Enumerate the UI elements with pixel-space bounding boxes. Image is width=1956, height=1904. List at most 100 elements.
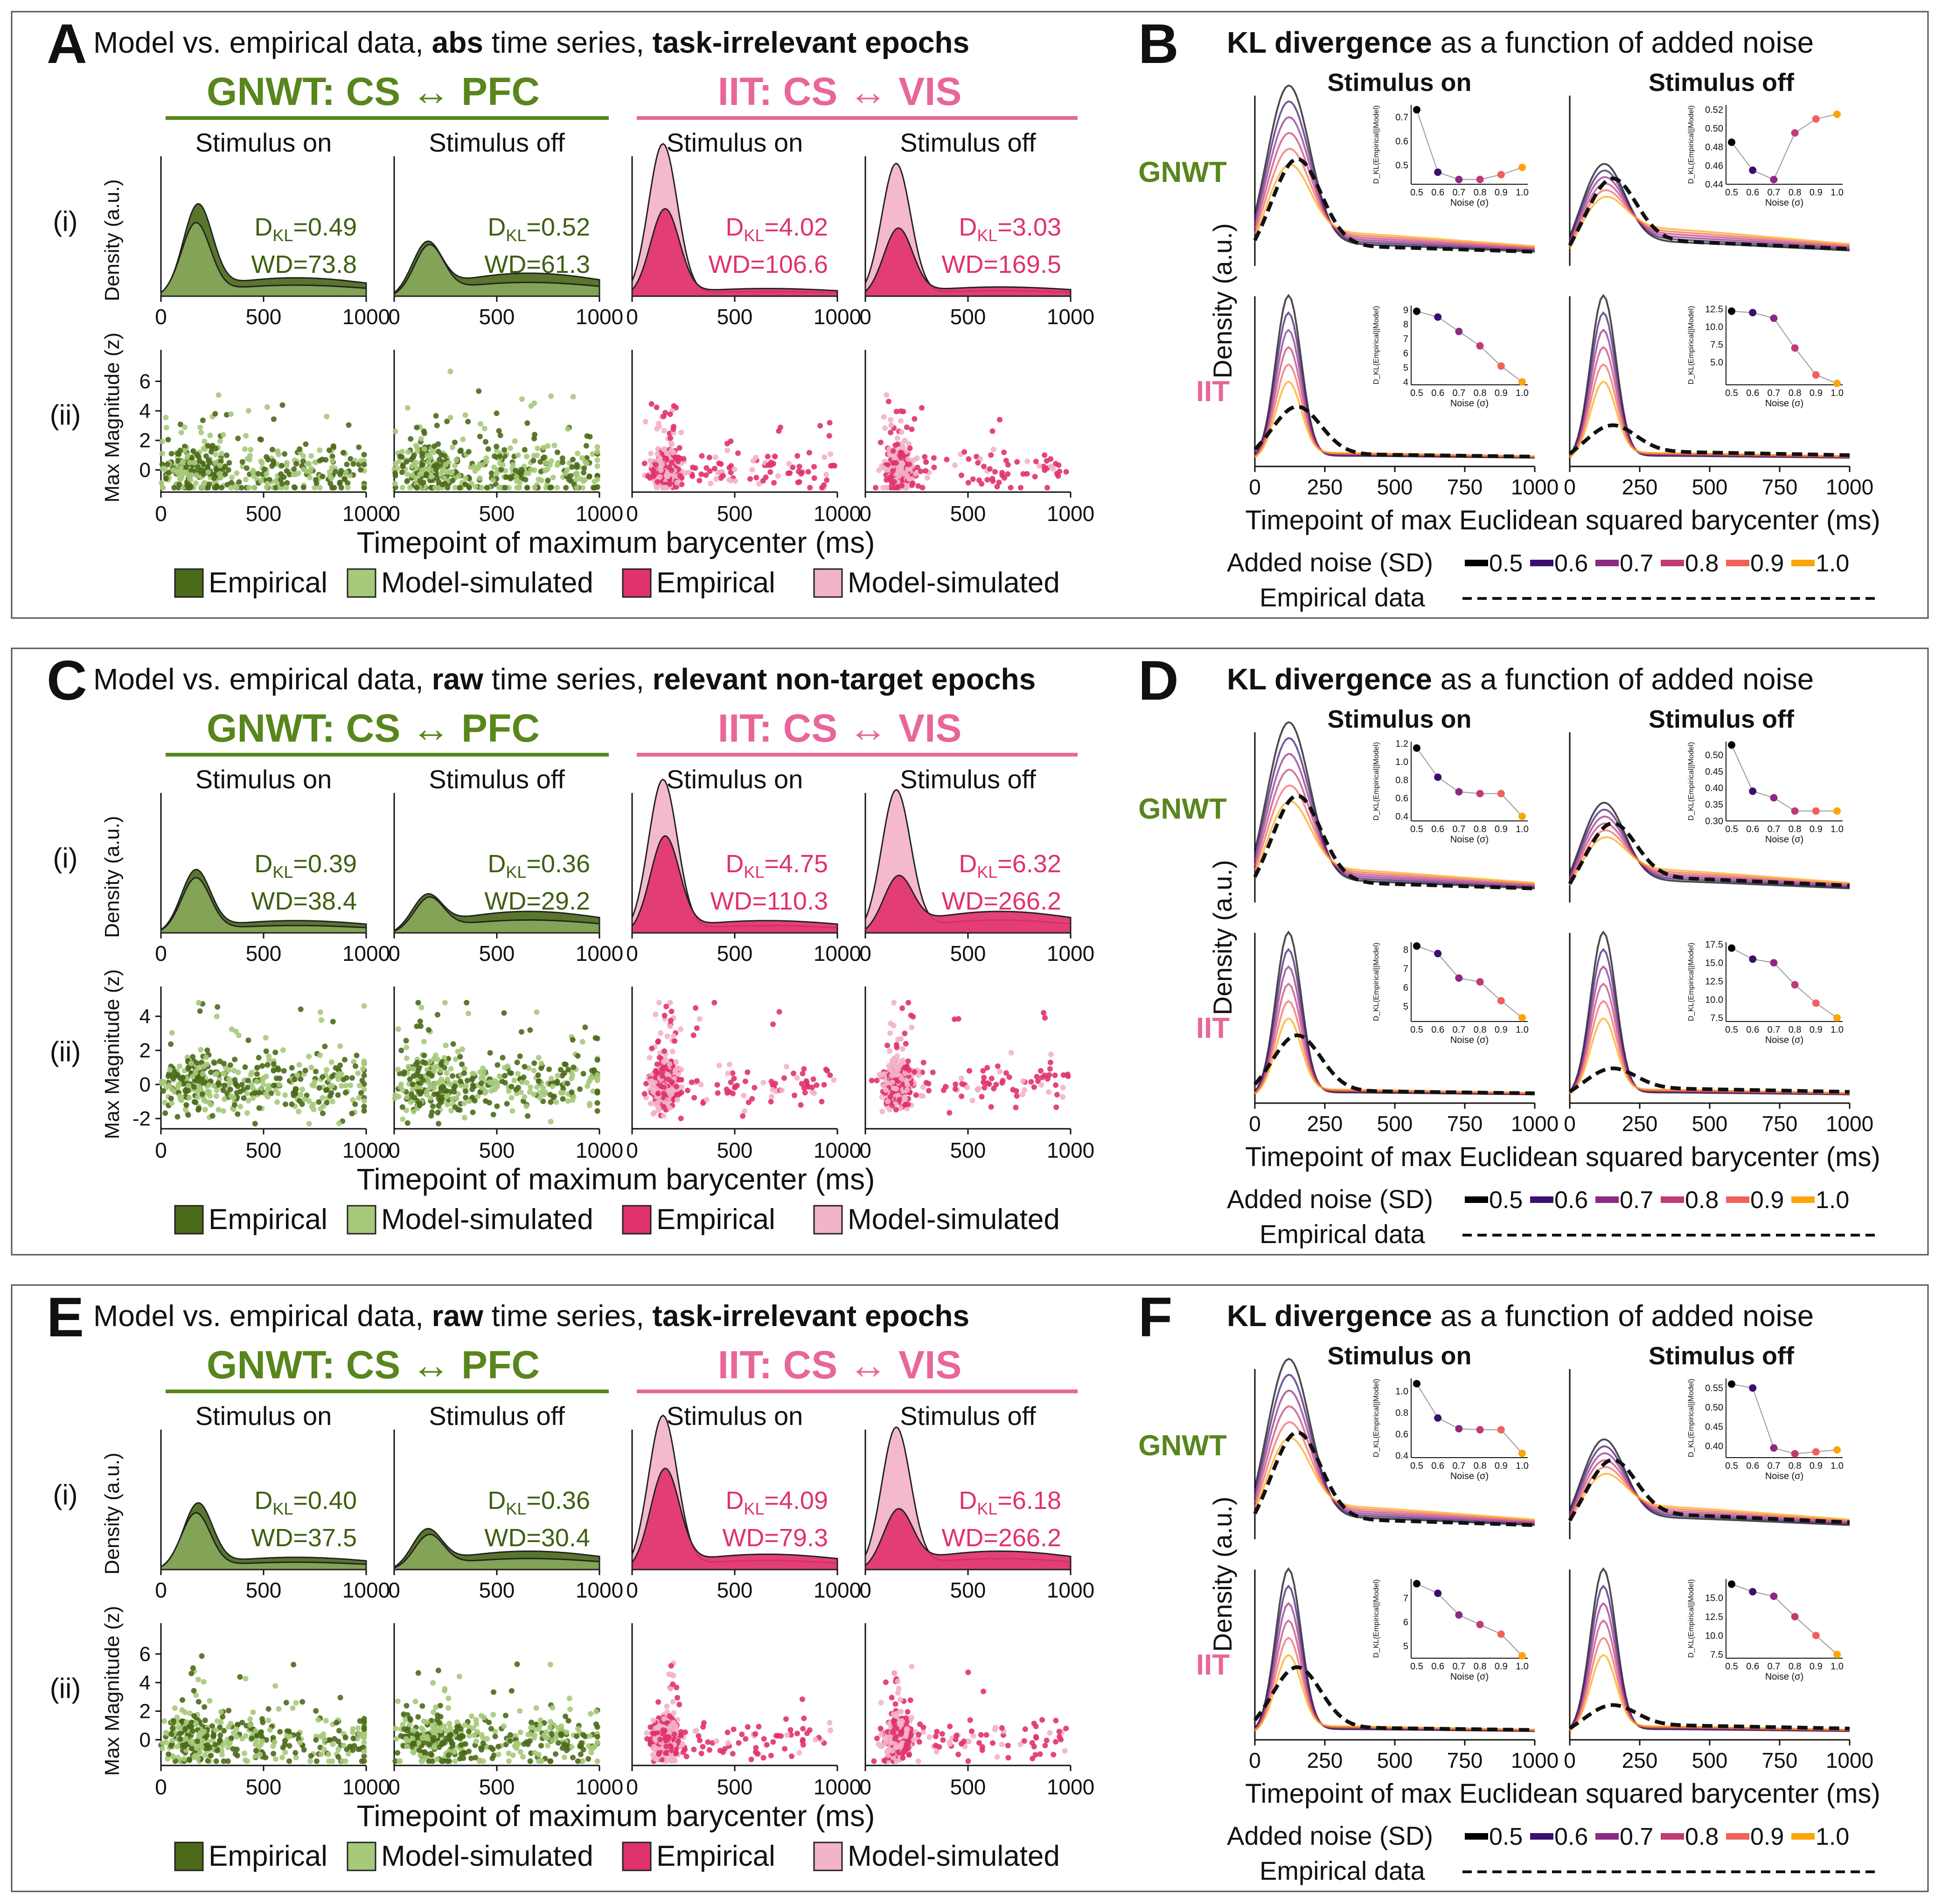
point-simulated xyxy=(517,1708,523,1714)
point-simulated xyxy=(301,1096,307,1102)
point-simulated xyxy=(905,1082,911,1088)
point-empirical xyxy=(245,1077,251,1084)
wd-stat: WD=79.3 xyxy=(722,1524,828,1552)
point-simulated xyxy=(669,1049,675,1055)
point-simulated xyxy=(579,1758,585,1764)
density-area-b xyxy=(864,875,1072,934)
point-empirical xyxy=(355,1746,361,1752)
point-empirical xyxy=(594,1100,600,1106)
point-empirical xyxy=(782,1746,788,1752)
point-empirical xyxy=(344,461,350,467)
legend-label: Empirical xyxy=(656,1203,775,1236)
point-simulated xyxy=(284,460,290,466)
point-empirical xyxy=(783,1716,789,1722)
point-empirical xyxy=(457,1107,463,1113)
point-simulated xyxy=(964,1084,970,1091)
panel-letter: A xyxy=(47,13,87,75)
point-simulated xyxy=(201,1679,207,1685)
point-empirical xyxy=(459,1733,465,1739)
point-empirical xyxy=(644,1736,650,1742)
point-empirical xyxy=(903,1041,909,1047)
panel-frame xyxy=(11,1284,1929,1892)
point-simulated xyxy=(566,1696,572,1702)
point-simulated xyxy=(811,1090,817,1096)
point-empirical xyxy=(507,474,513,480)
point-empirical xyxy=(580,1070,586,1077)
point-simulated xyxy=(732,478,738,484)
point-simulated xyxy=(167,1067,173,1073)
point-empirical xyxy=(212,411,218,417)
point-simulated xyxy=(411,1750,417,1756)
point-empirical xyxy=(208,1069,214,1075)
point-empirical xyxy=(1034,1074,1040,1080)
legend-swatch xyxy=(813,568,843,598)
point-empirical xyxy=(674,1084,680,1090)
point-empirical xyxy=(282,1738,288,1744)
point-simulated xyxy=(969,1098,975,1104)
point-empirical xyxy=(722,1746,728,1752)
point-empirical xyxy=(697,1737,703,1744)
point-empirical xyxy=(358,1090,364,1096)
point-empirical xyxy=(678,1732,684,1738)
point-simulated xyxy=(661,1113,667,1119)
point-simulated xyxy=(477,475,483,481)
point-empirical xyxy=(354,1052,360,1058)
point-empirical xyxy=(1014,1093,1020,1099)
point-empirical xyxy=(437,1702,443,1709)
point-empirical xyxy=(674,1684,680,1690)
point-simulated xyxy=(484,1736,490,1742)
point-simulated xyxy=(670,1673,676,1679)
point-empirical xyxy=(547,1758,553,1764)
point-empirical xyxy=(731,1076,737,1082)
point-empirical xyxy=(930,1070,936,1076)
point-empirical xyxy=(507,1738,513,1744)
point-empirical xyxy=(170,1075,176,1081)
point-empirical xyxy=(431,1735,437,1741)
point-empirical xyxy=(317,458,323,464)
point-simulated xyxy=(311,1106,317,1112)
point-simulated xyxy=(293,1755,299,1761)
point-empirical xyxy=(227,1062,233,1068)
point-simulated xyxy=(434,1756,440,1762)
x-tick-label: 0 xyxy=(859,305,871,329)
point-simulated xyxy=(473,1717,479,1723)
point-empirical xyxy=(696,1733,702,1739)
point-empirical xyxy=(343,1075,349,1081)
point-empirical xyxy=(801,1066,807,1072)
point-simulated xyxy=(654,485,660,491)
point-empirical xyxy=(411,1095,417,1101)
point-simulated xyxy=(580,485,585,491)
point-empirical xyxy=(194,452,200,457)
y-tick-label: 4 xyxy=(139,1671,151,1694)
point-simulated xyxy=(438,1067,444,1073)
point-simulated xyxy=(404,1044,410,1050)
point-simulated xyxy=(328,1059,334,1065)
x-tick-label: 1000 xyxy=(576,1775,623,1799)
point-empirical xyxy=(356,444,362,450)
point-simulated xyxy=(181,1756,187,1762)
point-simulated xyxy=(885,1098,891,1105)
point-empirical xyxy=(425,1027,432,1033)
point-empirical xyxy=(959,1081,965,1087)
point-empirical xyxy=(768,462,774,468)
point-simulated xyxy=(296,1062,302,1068)
point-empirical xyxy=(913,1092,919,1098)
point-simulated xyxy=(397,458,403,464)
point-simulated xyxy=(879,1108,885,1114)
point-simulated xyxy=(265,480,271,486)
point-empirical xyxy=(752,1749,759,1755)
point-empirical xyxy=(295,1732,301,1738)
point-empirical xyxy=(180,1697,185,1703)
point-empirical xyxy=(500,1055,506,1061)
point-empirical xyxy=(745,1069,751,1075)
point-empirical xyxy=(187,1757,193,1763)
point-empirical xyxy=(522,1063,528,1070)
point-empirical xyxy=(181,444,188,450)
point-empirical xyxy=(164,461,170,467)
point-empirical xyxy=(694,1078,700,1084)
point-simulated xyxy=(244,1091,250,1097)
point-empirical xyxy=(908,1012,914,1018)
point-empirical xyxy=(689,1079,695,1085)
point-simulated xyxy=(284,1733,290,1738)
point-empirical xyxy=(522,447,528,453)
